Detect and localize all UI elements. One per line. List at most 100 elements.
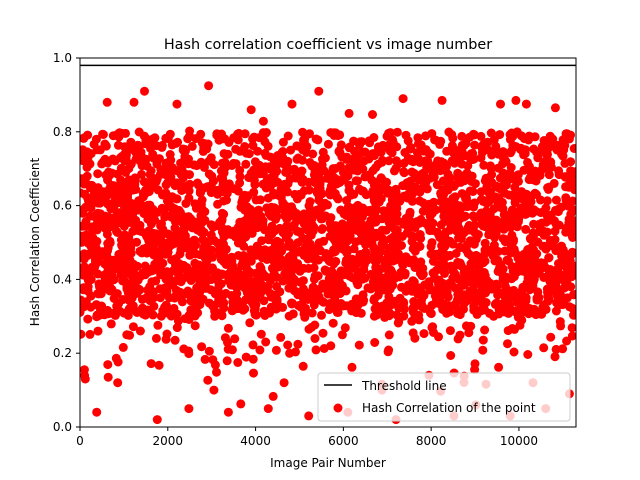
data-point <box>526 234 536 244</box>
y-tick-label: 1.0 <box>53 51 72 65</box>
data-point <box>318 154 327 164</box>
data-point <box>421 131 431 141</box>
data-point <box>447 141 457 151</box>
data-point <box>193 289 203 299</box>
data-point <box>534 220 544 230</box>
data-point <box>314 255 323 265</box>
data-point <box>234 128 244 138</box>
data-point <box>214 295 224 305</box>
data-point <box>360 172 370 182</box>
data-point <box>446 351 456 360</box>
data-point <box>246 105 256 115</box>
data-point <box>97 215 107 225</box>
data-point <box>128 322 138 332</box>
data-point <box>405 258 415 268</box>
data-point <box>476 305 486 315</box>
data-point <box>177 297 187 307</box>
data-point <box>366 215 376 225</box>
data-point <box>509 175 519 185</box>
data-point <box>321 253 331 262</box>
data-point <box>256 329 266 339</box>
plot-frame <box>79 57 577 428</box>
data-point <box>269 224 278 234</box>
data-point <box>83 275 93 285</box>
data-point <box>171 138 181 148</box>
data-point <box>295 289 305 299</box>
data-point <box>129 284 139 294</box>
data-point <box>344 261 354 271</box>
data-point <box>254 160 264 170</box>
data-point <box>83 314 93 324</box>
data-point <box>558 344 568 354</box>
data-point <box>178 145 188 155</box>
data-point <box>241 159 251 169</box>
data-point <box>283 241 293 251</box>
data-point <box>114 249 124 259</box>
data-point <box>307 308 317 318</box>
data-point <box>449 181 459 191</box>
data-point <box>260 311 270 320</box>
data-point <box>182 181 192 191</box>
data-point <box>285 348 295 358</box>
data-point <box>568 233 576 242</box>
data-point <box>500 246 510 256</box>
data-point <box>540 241 549 251</box>
data-point <box>318 279 328 289</box>
data-point <box>542 284 552 294</box>
data-point <box>507 205 517 215</box>
data-point <box>165 307 175 317</box>
data-point <box>445 173 455 183</box>
data-point <box>116 163 126 173</box>
data-point <box>250 304 260 314</box>
data-point <box>491 284 501 294</box>
data-point <box>261 128 271 137</box>
data-point <box>197 342 207 352</box>
data-point <box>392 233 402 243</box>
data-point <box>80 329 86 339</box>
data-point <box>437 241 447 251</box>
data-point <box>413 154 423 164</box>
data-point <box>514 215 524 224</box>
data-point <box>150 215 160 225</box>
data-point <box>425 226 435 236</box>
data-point <box>259 296 269 306</box>
data-point <box>491 141 501 151</box>
data-point <box>516 300 526 310</box>
data-point <box>155 293 165 303</box>
data-point <box>238 193 248 203</box>
data-point <box>557 241 566 251</box>
data-point <box>295 277 305 287</box>
data-point <box>560 283 570 292</box>
data-point <box>151 333 161 343</box>
data-point <box>231 232 240 242</box>
data-point <box>194 260 204 270</box>
data-point <box>349 154 359 163</box>
data-point <box>197 217 207 227</box>
data-point <box>506 148 515 158</box>
data-point <box>140 261 150 271</box>
data-point <box>223 323 233 333</box>
data-point <box>558 258 568 268</box>
data-point <box>466 262 476 271</box>
data-point <box>340 323 350 333</box>
data-point <box>480 325 490 335</box>
data-point <box>314 244 324 254</box>
data-point <box>527 242 537 252</box>
data-point <box>199 183 209 193</box>
data-point <box>248 354 258 364</box>
data-point <box>185 126 195 136</box>
data-point <box>456 210 466 220</box>
data-point <box>521 293 531 303</box>
data-point <box>126 137 136 147</box>
data-point <box>160 249 170 259</box>
data-point <box>407 196 417 206</box>
data-point <box>347 362 357 372</box>
data-point <box>510 248 520 258</box>
data-point <box>144 226 154 236</box>
data-point <box>398 94 408 104</box>
data-point <box>271 345 281 355</box>
data-point <box>500 277 510 287</box>
data-point <box>422 184 432 194</box>
data-point <box>392 310 402 320</box>
data-points <box>80 81 576 425</box>
